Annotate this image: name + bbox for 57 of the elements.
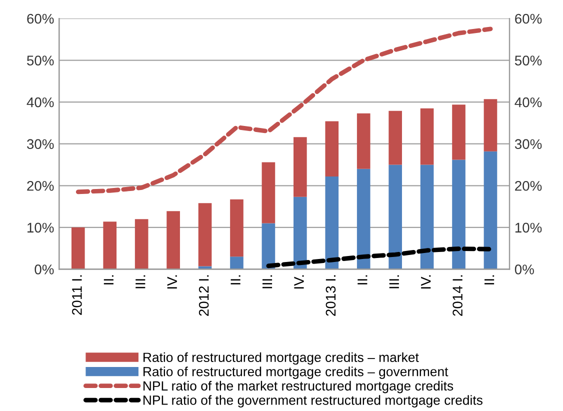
y2-tick-label: 50% <box>514 56 542 66</box>
bar <box>262 223 276 270</box>
bar <box>71 227 85 270</box>
bar <box>356 168 370 270</box>
y-tick-label: 20% <box>27 180 54 191</box>
bar <box>325 176 339 270</box>
bar <box>103 222 117 270</box>
bar <box>166 211 180 270</box>
x-tick-label: IV. <box>421 275 431 288</box>
x-tick-label: III. <box>262 275 272 288</box>
bar <box>294 196 307 270</box>
y-tick-label: 10% <box>28 222 54 233</box>
legend-label: NPL ratio of the government restructured mortgage credits <box>144 395 482 408</box>
y2-tick-label: 20% <box>515 180 542 191</box>
bar <box>356 113 370 169</box>
x-tick-label: III. <box>389 275 399 288</box>
bar <box>388 164 402 270</box>
bar <box>452 160 466 270</box>
bar <box>325 121 339 176</box>
legend-label: Ratio of restructured mortgage credits – government <box>144 366 448 379</box>
bar <box>294 137 307 197</box>
line-series <box>76 26 493 194</box>
bar <box>230 256 244 270</box>
bar <box>262 162 276 224</box>
bar <box>420 164 434 270</box>
bar <box>452 104 466 160</box>
y-tick-label: 50% <box>27 56 54 66</box>
y-tick-label: 40% <box>26 97 54 108</box>
y2-tick-label: 10% <box>515 222 542 233</box>
x-tick-label: II. <box>358 275 368 284</box>
y-tick-label: 0% <box>34 264 54 274</box>
x-tick-label: 2011 I. <box>72 275 82 315</box>
x-tick-label: IV. <box>167 275 177 288</box>
legend-label: Ratio of restructured mortgage credits – market <box>144 352 419 365</box>
bar <box>388 110 402 165</box>
y2-tick-label: 30% <box>514 139 542 150</box>
bar <box>484 99 498 152</box>
bar <box>134 219 148 270</box>
x-tick-label: II. <box>230 275 240 284</box>
bar <box>230 199 244 257</box>
y2-tick-label: 60% <box>515 14 542 24</box>
x-tick-label: 2014 I. <box>452 275 462 316</box>
x-tick-label: IV. <box>294 275 304 288</box>
y2-tick-label: 0% <box>514 264 534 274</box>
x-tick-label: III. <box>136 275 146 288</box>
x-tick-label: II. <box>484 275 494 284</box>
x-tick-label: 2013 I. <box>326 275 336 316</box>
legend-label: NPL ratio of the market restructured mortgage credits <box>144 380 454 394</box>
bar <box>420 108 434 165</box>
x-tick-label: 2012 I. <box>198 275 209 316</box>
y-tick-label: 30% <box>26 139 54 150</box>
line-series <box>266 246 493 268</box>
bar <box>484 151 498 270</box>
x-tick-label: II. <box>104 275 114 284</box>
y2-tick-label: 40% <box>514 97 542 108</box>
bar <box>198 203 212 266</box>
y-tick-label: 60% <box>27 14 54 24</box>
